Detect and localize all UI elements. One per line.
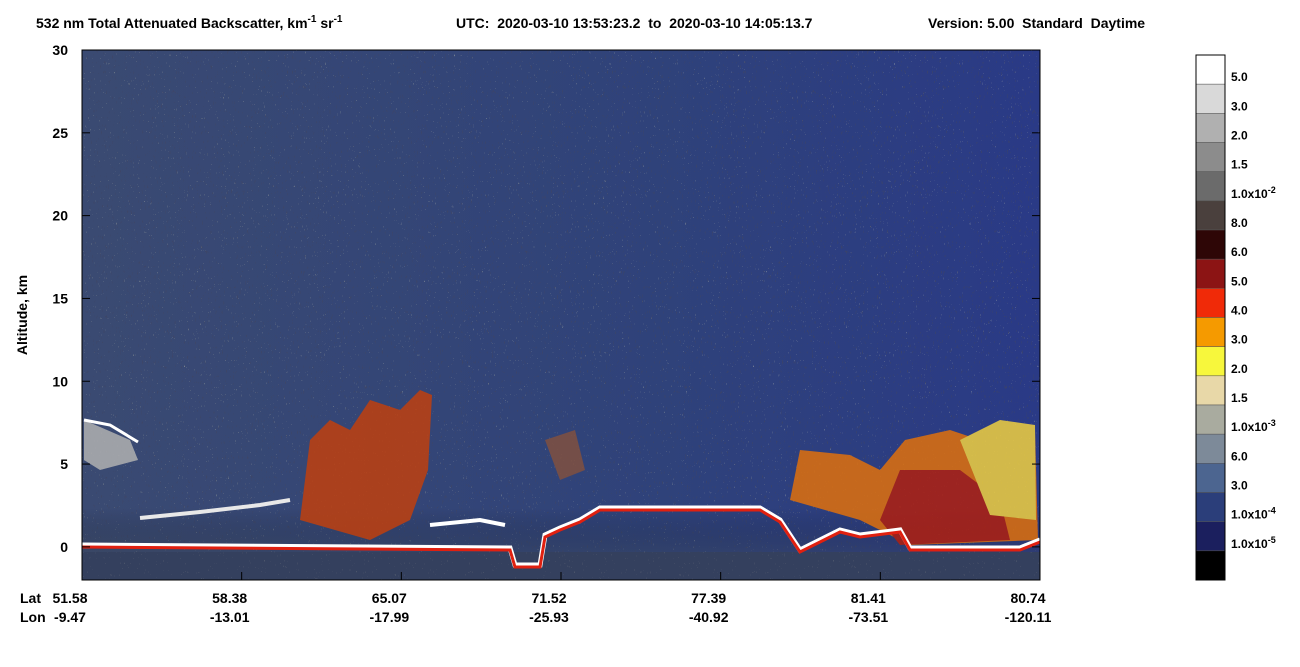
colorbar-label: 1.0x10-4 bbox=[1231, 506, 1276, 522]
title-part: -1 bbox=[334, 14, 343, 25]
lon-label: -40.92 bbox=[689, 609, 729, 625]
colorbar-label-base: 2.0 bbox=[1231, 362, 1248, 376]
title-text: 532 nm Total Attenuated Backscatter, km-… bbox=[36, 14, 343, 31]
colorbar-label: 6.0 bbox=[1231, 245, 1248, 259]
lat-label: 80.74 bbox=[1010, 590, 1045, 606]
colorbar-label: 6.0 bbox=[1231, 449, 1248, 463]
y-tick-label: 0 bbox=[60, 539, 68, 555]
colorbar-label-base: 6.0 bbox=[1231, 449, 1248, 463]
colorbar-swatch bbox=[1195, 550, 1226, 581]
lon-label: -13.01 bbox=[210, 609, 250, 625]
lon-label: -73.51 bbox=[848, 609, 888, 625]
lat-label: 81.41 bbox=[851, 590, 886, 606]
colorbar-swatch bbox=[1195, 258, 1226, 289]
colorbar-label: 1.5 bbox=[1231, 158, 1248, 172]
title-part: sr bbox=[316, 15, 334, 31]
colorbar-label: 3.0 bbox=[1231, 333, 1248, 347]
colorbar-label: 1.0x10-2 bbox=[1231, 185, 1276, 201]
colorbar-swatch bbox=[1195, 54, 1226, 85]
colorbar-swatch bbox=[1195, 142, 1226, 172]
y-tick-label: 15 bbox=[52, 290, 68, 306]
lon-label: -25.93 bbox=[529, 609, 569, 625]
colorbar-label-base: 8.0 bbox=[1231, 216, 1248, 230]
colorbar-label: 1.0x10-3 bbox=[1231, 418, 1276, 434]
title: 532 nm Total Attenuated Backscatter, km-… bbox=[36, 14, 1145, 31]
colorbar-swatch bbox=[1195, 375, 1226, 406]
colorbar-label-base: 4.0 bbox=[1231, 304, 1248, 318]
colorbar-swatch bbox=[1195, 463, 1226, 493]
colorbar-label-base: 5.0 bbox=[1231, 70, 1248, 84]
lat-label: 71.52 bbox=[531, 590, 566, 606]
colorbar-swatch bbox=[1195, 521, 1226, 552]
colorbar-swatch bbox=[1195, 404, 1226, 435]
colorbar-label-exp: -3 bbox=[1268, 418, 1276, 428]
colorbar-label-base: 1.5 bbox=[1231, 391, 1248, 405]
colorbar-label: 2.0 bbox=[1231, 362, 1248, 376]
y-tick-label: 30 bbox=[52, 42, 68, 58]
colorbar-swatch bbox=[1195, 288, 1226, 318]
colorbar-label-base: 1.0x10 bbox=[1231, 187, 1268, 201]
colorbar-label: 8.0 bbox=[1231, 216, 1248, 230]
lon-label: -9.47 bbox=[54, 609, 86, 625]
colorbar-swatch bbox=[1195, 83, 1226, 114]
colorbar-label-base: 5.0 bbox=[1231, 274, 1248, 288]
x-row-label: Lat bbox=[20, 590, 41, 606]
colorbar-label-base: 3.0 bbox=[1231, 333, 1248, 347]
utc-text: UTC: 2020-03-10 13:53:23.2 to 2020-03-10… bbox=[456, 15, 813, 31]
lat-label: 77.39 bbox=[691, 590, 726, 606]
version-text: Version: 5.00 Standard Daytime bbox=[928, 15, 1145, 31]
colorbar-label: 1.5 bbox=[1231, 391, 1248, 405]
colorbar-label-base: 1.0x10 bbox=[1231, 420, 1268, 434]
colorbar-label: 5.0 bbox=[1231, 274, 1248, 288]
colorbar-label: 3.0 bbox=[1231, 99, 1248, 113]
colorbar-label: 4.0 bbox=[1231, 304, 1248, 318]
y-tick-label: 25 bbox=[52, 125, 68, 141]
lat-label: 58.38 bbox=[212, 590, 247, 606]
colorbar-label-base: 3.0 bbox=[1231, 99, 1248, 113]
colorbar-label-base: 3.0 bbox=[1231, 479, 1248, 493]
colorbar-swatch bbox=[1195, 113, 1226, 143]
colorbar-swatch bbox=[1195, 229, 1226, 260]
curtain-image bbox=[81, 50, 1041, 580]
colorbar-swatch bbox=[1195, 433, 1226, 464]
colorbar-swatch bbox=[1195, 346, 1226, 377]
title-part: 532 nm Total Attenuated Backscatter, km bbox=[36, 15, 308, 31]
colorbar-label-base: 2.0 bbox=[1231, 129, 1248, 143]
y-tick-label: 20 bbox=[52, 208, 68, 224]
title-part: -1 bbox=[308, 14, 317, 25]
x-row-label: Lon bbox=[20, 609, 46, 625]
lat-label: 65.07 bbox=[372, 590, 407, 606]
colorbar-label-exp: -5 bbox=[1268, 535, 1276, 545]
colorbar-swatch bbox=[1195, 171, 1226, 202]
colorbar-label-base: 6.0 bbox=[1231, 245, 1248, 259]
colorbar-frame bbox=[1195, 54, 1226, 581]
colorbar-label-exp: -2 bbox=[1268, 185, 1276, 195]
colorbar-label-exp: -4 bbox=[1268, 506, 1276, 516]
colorbar-label: 5.0 bbox=[1231, 70, 1248, 84]
colorbar-swatch bbox=[1195, 492, 1226, 522]
colorbar-swatch bbox=[1195, 317, 1226, 347]
colorbar-label-base: 1.0x10 bbox=[1231, 508, 1268, 522]
y-axis-label: Altitude, km bbox=[14, 275, 30, 355]
colorbar-label-base: 1.0x10 bbox=[1231, 537, 1268, 551]
lon-label: -120.11 bbox=[1005, 609, 1052, 625]
colorbar-label: 2.0 bbox=[1231, 129, 1248, 143]
colorbar-label: 1.0x10-5 bbox=[1231, 535, 1276, 551]
lat-label: 51.58 bbox=[52, 590, 87, 606]
colorbar-label-base: 1.5 bbox=[1231, 158, 1248, 172]
colorbar-label: 3.0 bbox=[1231, 479, 1248, 493]
lon-label: -17.99 bbox=[369, 609, 409, 625]
colorbar-swatch bbox=[1195, 200, 1226, 231]
y-tick-label: 10 bbox=[52, 373, 68, 389]
y-tick-label: 5 bbox=[60, 456, 68, 472]
